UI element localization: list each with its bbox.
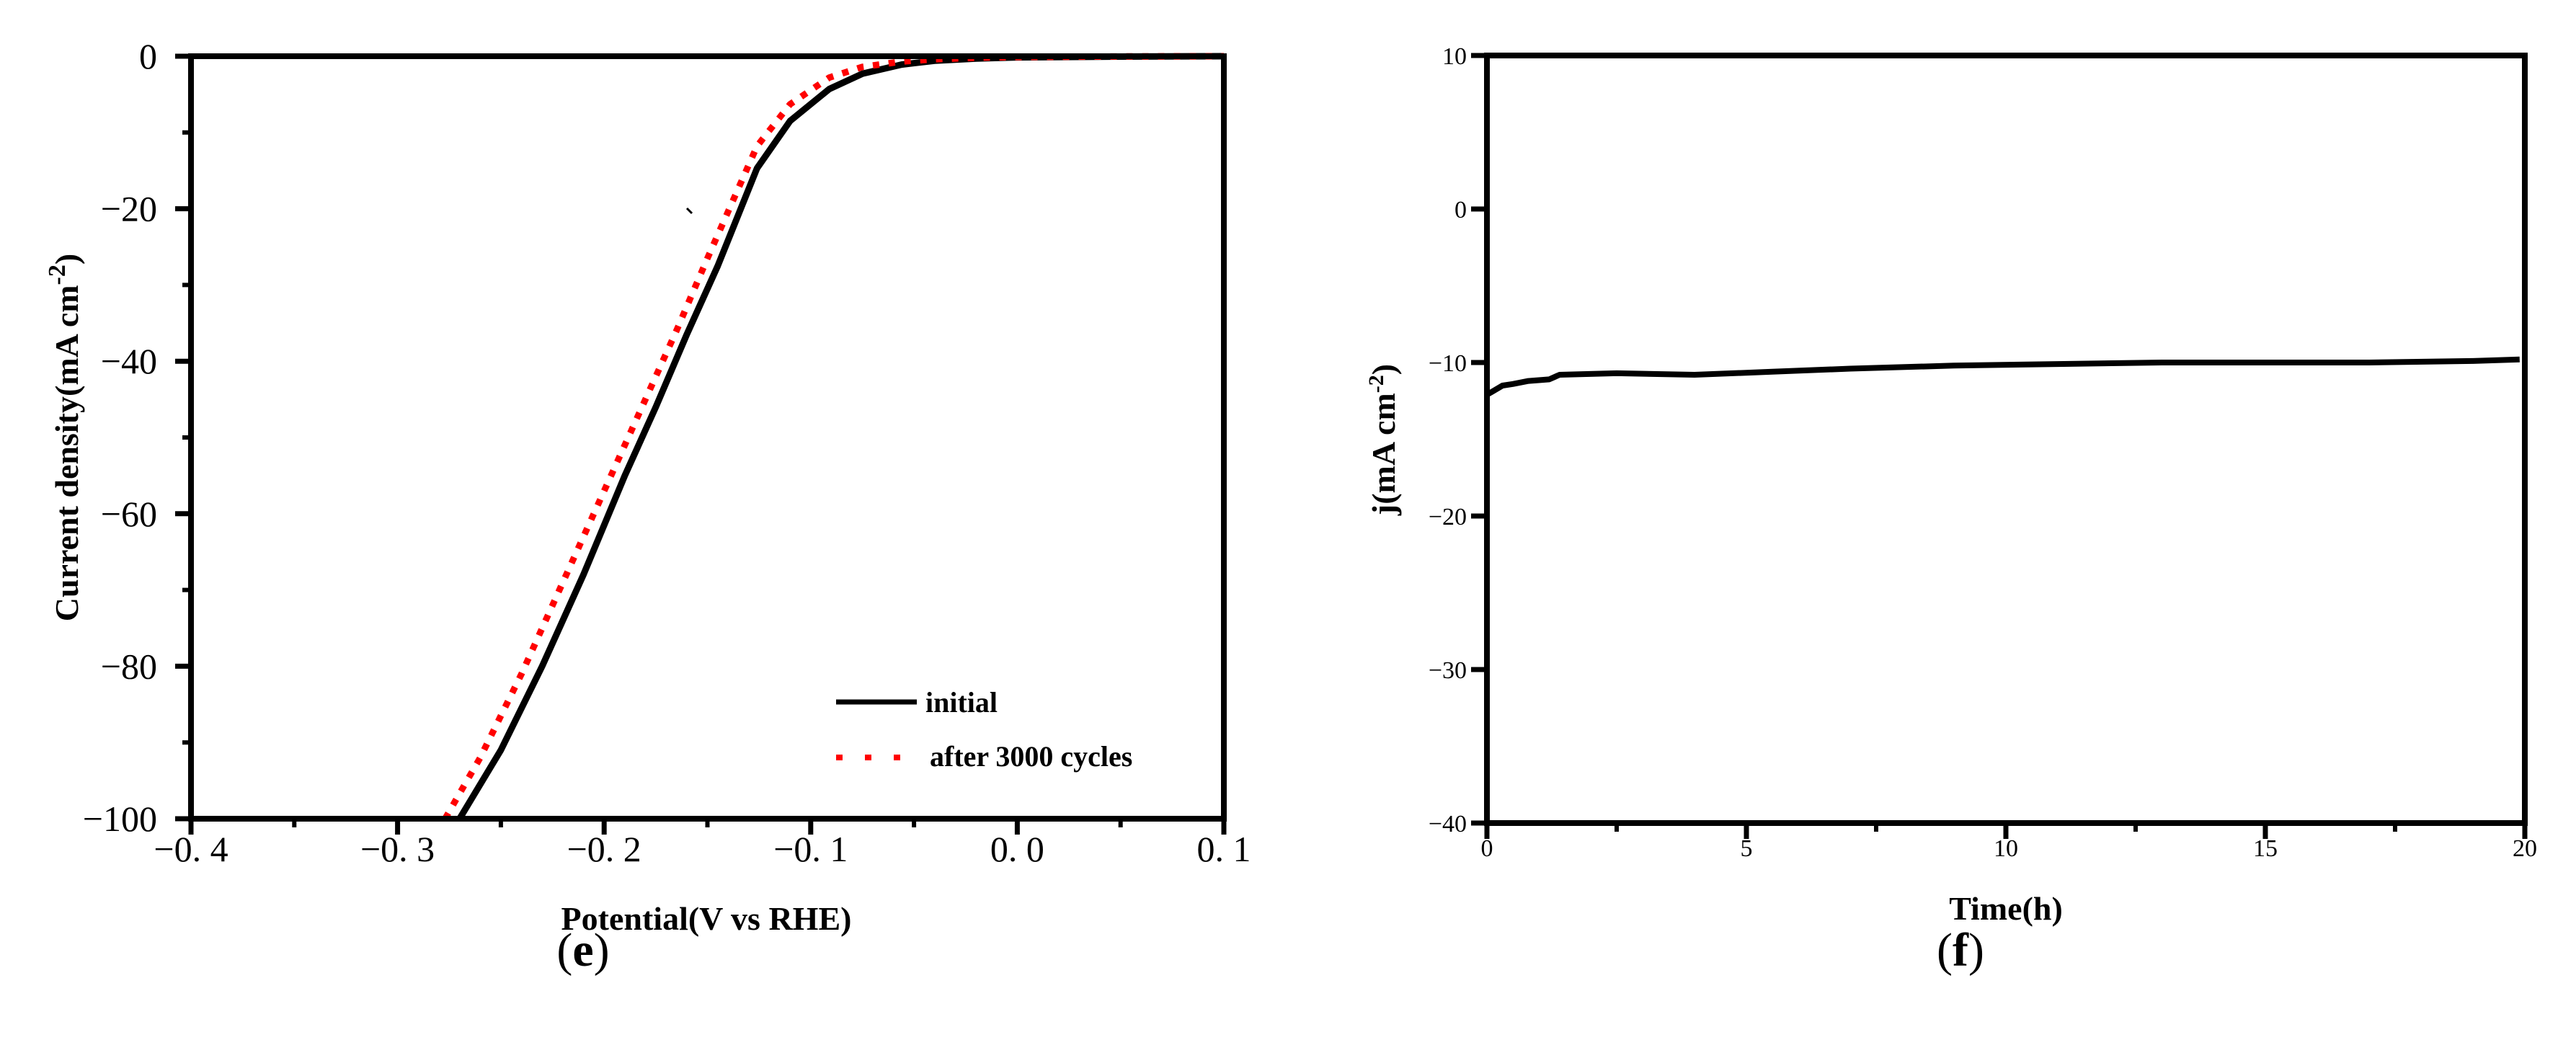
y-axis-title-e: Current density(mA cm-2) xyxy=(44,254,85,621)
panel-f-stability-chart: 0 5 10 15 20 10 0 −10 −20 −30 −40 Time(h) j(mA cm-… xyxy=(1364,43,2537,977)
x-tick-label: 0. 0 xyxy=(990,829,1044,869)
series-group-f xyxy=(1485,356,2520,398)
y-axis-title-e-main: Current density(mA cm xyxy=(48,285,85,621)
y-tick-label: 10 xyxy=(1442,43,1467,70)
panel-e-lsv-chart: −0. 4 −0. 3 −0. 2 −0. 1 0. 0 0. 1 0 −20 −40 −60 −8… xyxy=(44,36,1251,977)
y-tick-label: 0 xyxy=(139,36,157,76)
axes-f: 0 5 10 15 20 10 0 −10 −20 −30 −40 xyxy=(1429,43,2537,862)
x-tick-label: −0. 4 xyxy=(154,829,228,869)
y-tick-label: −30 xyxy=(1429,657,1467,684)
x-tick-label: −0. 1 xyxy=(773,829,848,869)
caption-f: (f) xyxy=(1937,924,1984,977)
axes-e: −0. 4 −0. 3 −0. 2 −0. 1 0. 0 0. 1 0 −20 −40 −60 −8… xyxy=(83,36,1251,869)
x-axis-title-e: Potential(V vs RHE) xyxy=(561,900,852,937)
y-axis-title-e-sup: -2 xyxy=(44,264,71,285)
caption-f-letter: f xyxy=(1953,924,1969,977)
y-axis-title-f-sup: -2 xyxy=(1364,375,1388,393)
y-tick-label: −60 xyxy=(101,494,157,534)
plot-area-f xyxy=(1487,55,2525,823)
y-tick-label: −40 xyxy=(101,341,157,381)
legend-label-after-3000-cycles: after 3000 cycles xyxy=(930,740,1132,773)
x-axis-title-f: Time(h) xyxy=(1949,890,2063,927)
y-tick-label: −100 xyxy=(83,799,157,839)
x-tick-label: 10 xyxy=(1994,835,2018,862)
caption-e: (e) xyxy=(556,924,609,977)
x-tick-label: 20 xyxy=(2513,835,2537,862)
series-line-chronoamperometry xyxy=(1485,356,2520,398)
y-tick-label: −20 xyxy=(101,189,157,229)
x-tick-label: 0 xyxy=(1481,835,1493,862)
caption-e-letter: e xyxy=(572,924,593,977)
y-tick-label: −20 xyxy=(1429,504,1467,530)
stray-mark xyxy=(685,207,693,215)
legend-e: initial after 3000 cycles xyxy=(836,686,1132,773)
y-tick-label: −80 xyxy=(101,646,157,686)
y-axis-title-f-close: ) xyxy=(1365,364,1402,375)
y-axis-title-f-main: j(mA cm xyxy=(1365,393,1402,516)
plot-area-e xyxy=(191,56,1224,819)
x-tick-label: −0. 2 xyxy=(567,829,641,869)
y-tick-label: −40 xyxy=(1429,811,1467,837)
x-tick-label: −0. 3 xyxy=(360,829,435,869)
y-axis-title-f: j(mA cm-2) xyxy=(1364,364,1402,516)
y-tick-label: −10 xyxy=(1429,350,1467,377)
x-tick-label: 15 xyxy=(2253,835,2278,862)
x-tick-label: 0. 1 xyxy=(1197,829,1251,869)
y-axis-title-e-close: ) xyxy=(48,254,85,264)
x-tick-label: 5 xyxy=(1741,835,1753,862)
legend-label-initial: initial xyxy=(925,686,998,719)
y-tick-label: 0 xyxy=(1454,197,1467,223)
